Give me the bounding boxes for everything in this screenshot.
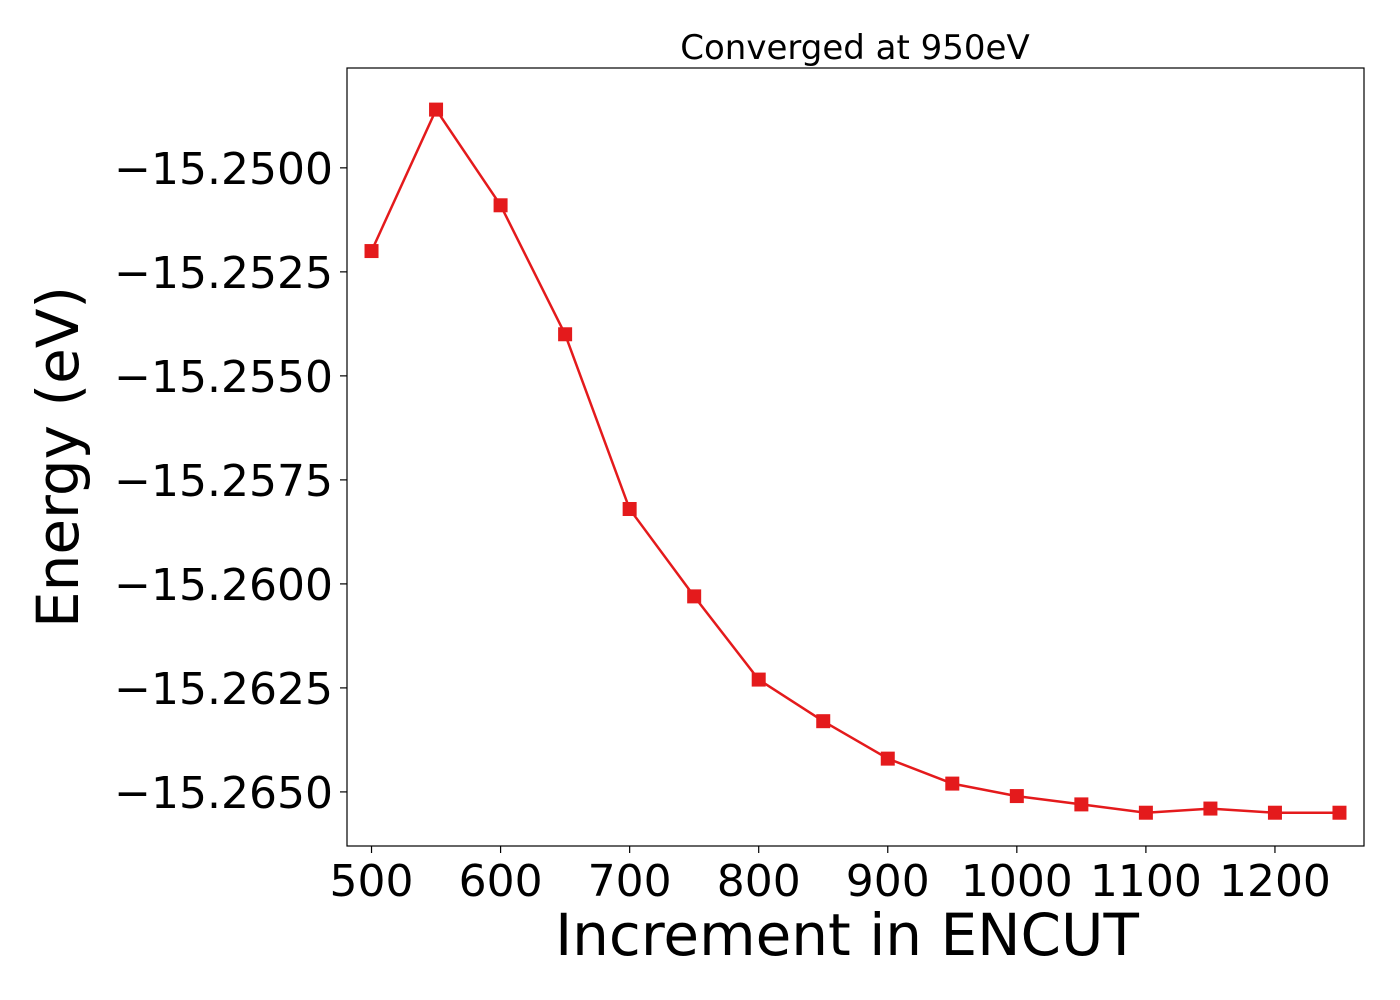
- x-tick-label: 900: [846, 856, 930, 907]
- x-axis-title: Increment in ENCUT: [555, 901, 1139, 969]
- plot-area: [364, 102, 1347, 820]
- y-tick-label: −15.2550: [114, 352, 333, 403]
- y-tick-label: −15.2625: [114, 664, 333, 715]
- data-point-marker: [429, 102, 444, 117]
- y-tick-label: −15.2575: [114, 456, 333, 507]
- x-tick-label: 1100: [1090, 856, 1202, 907]
- x-axis: 500 600 700 800 900 1000 1100 1200: [330, 846, 1331, 907]
- y-axis-title: Energy (eV): [24, 286, 92, 628]
- data-point-marker: [364, 244, 379, 259]
- x-tick-label: 600: [459, 856, 543, 907]
- data-point-marker: [880, 751, 895, 766]
- x-tick-label: 700: [588, 856, 672, 907]
- data-point-marker: [751, 672, 766, 687]
- data-point-marker: [1074, 797, 1089, 812]
- data-point-marker: [1203, 801, 1218, 816]
- chart-title: Converged at 950eV: [680, 28, 1029, 68]
- y-tick-label: −15.2650: [114, 768, 333, 819]
- plot-frame: [346, 67, 1365, 847]
- data-point-marker: [1267, 805, 1282, 820]
- x-tick-label: 800: [717, 856, 801, 907]
- data-point-marker: [493, 198, 508, 213]
- energy-series-line: [370, 108, 1340, 814]
- data-point-marker: [1138, 805, 1153, 820]
- data-point-marker: [816, 714, 831, 729]
- x-tick-label: 1200: [1219, 856, 1331, 907]
- y-axis: −15.2500 −15.2525 −15.2550 −15.2575 −15.2600…: [114, 144, 347, 819]
- y-tick-label: −15.2525: [114, 248, 333, 299]
- data-point-marker: [558, 327, 573, 342]
- y-tick-label: −15.2600: [114, 560, 333, 611]
- data-point-marker: [687, 589, 702, 604]
- data-point-marker: [1332, 805, 1347, 820]
- data-point-marker: [945, 776, 960, 791]
- data-point-marker: [622, 502, 637, 517]
- x-tick-label: 500: [330, 856, 414, 907]
- y-tick-label: −15.2500: [114, 144, 333, 195]
- x-tick-label: 1000: [961, 856, 1073, 907]
- data-point-marker: [1009, 789, 1024, 804]
